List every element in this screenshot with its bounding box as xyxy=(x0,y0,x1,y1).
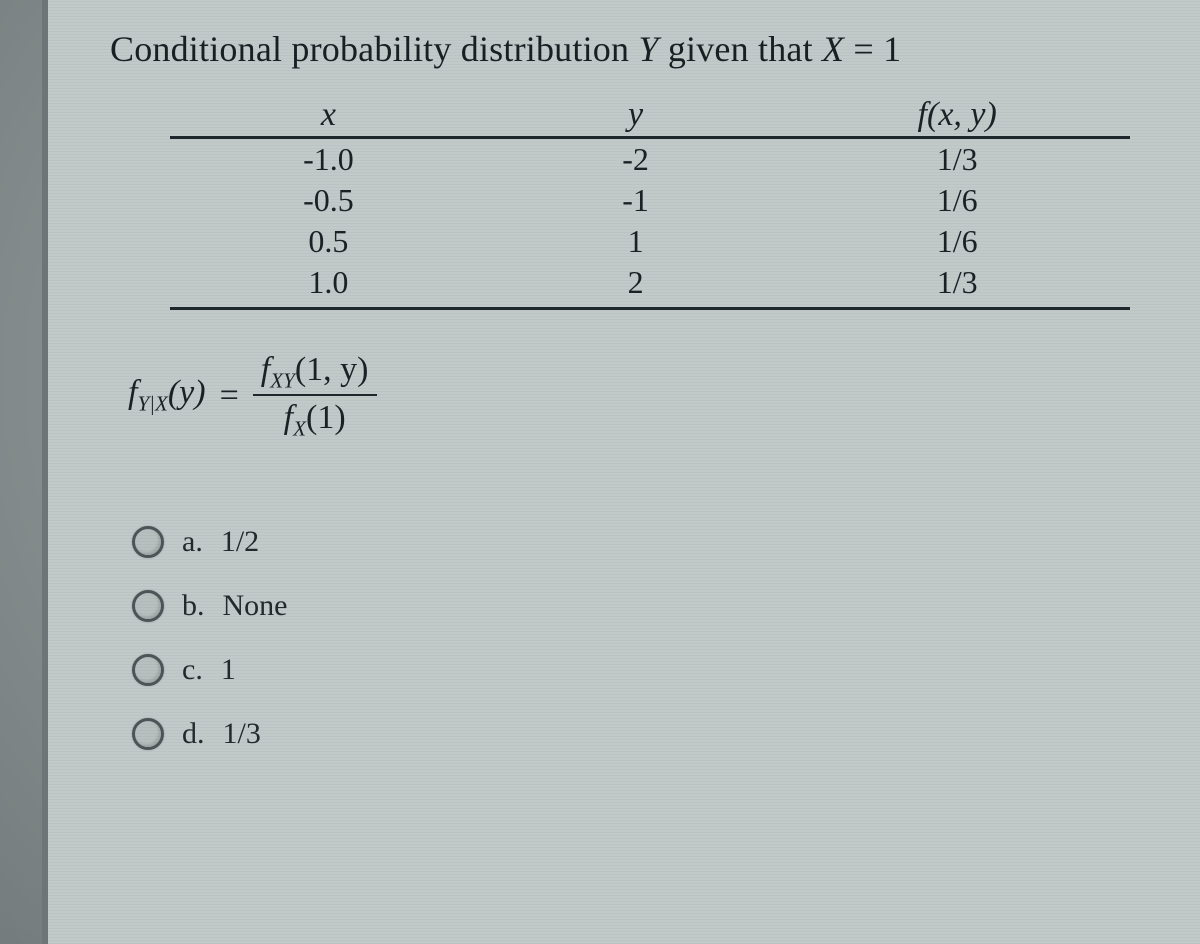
cell-x: -0.5 xyxy=(170,180,487,221)
option-d[interactable]: d. 1/3 xyxy=(132,717,1150,751)
title-eq: = 1 xyxy=(844,29,901,69)
formula-lhs: fY|X(y) xyxy=(128,374,206,416)
question-title: Conditional probability distribution Y g… xyxy=(110,28,1150,70)
table-row: 1.0 2 1/3 xyxy=(170,262,1130,309)
option-text: 1 xyxy=(221,653,236,687)
question-card: Conditional probability distribution Y g… xyxy=(42,0,1200,944)
title-var-x: X xyxy=(822,29,844,69)
radio-icon xyxy=(132,590,164,622)
den-sub: X xyxy=(293,416,306,440)
col-header-fxy: f(x, y) xyxy=(784,96,1130,138)
table-row: 0.5 1 1/6 xyxy=(170,221,1130,262)
option-letter: d. xyxy=(182,717,205,751)
cell-y: 2 xyxy=(487,262,785,309)
num-sub: XY xyxy=(270,368,295,392)
formula-lhs-sub: Y|X xyxy=(137,392,167,416)
title-var-y: Y xyxy=(638,29,658,69)
radio-icon xyxy=(132,526,164,558)
den-f: f xyxy=(284,399,293,436)
cell-y: 1 xyxy=(487,221,785,262)
table-row: -1.0 -2 1/3 xyxy=(170,138,1130,181)
formula-equals: = xyxy=(220,377,239,415)
col-header-x: x xyxy=(170,96,487,138)
option-b[interactable]: b. None xyxy=(132,589,1150,623)
formula-fraction: fXY(1, y) fX(1) xyxy=(253,352,377,439)
cell-x: -1.0 xyxy=(170,138,487,181)
num-f: f xyxy=(261,351,270,388)
formula-lhs-arg: (y) xyxy=(168,374,206,411)
title-text-2: given that xyxy=(659,29,822,69)
option-a[interactable]: a. 1/2 xyxy=(132,525,1150,559)
col-header-y: y xyxy=(487,96,785,138)
option-letter: b. xyxy=(182,589,205,623)
option-text: None xyxy=(223,589,288,623)
option-letter: c. xyxy=(182,653,203,687)
answer-options: a. 1/2 b. None c. 1 d. 1/3 xyxy=(132,525,1150,751)
cell-f: 1/3 xyxy=(784,262,1130,309)
table-header-row: x y f(x, y) xyxy=(170,96,1130,138)
option-letter: a. xyxy=(182,525,203,559)
cell-f: 1/6 xyxy=(784,221,1130,262)
formula-denominator: fX(1) xyxy=(284,396,346,440)
distribution-table: x y f(x, y) -1.0 -2 1/3 -0.5 -1 1/6 0.5 … xyxy=(170,96,1130,310)
formula: fY|X(y) = fXY(1, y) fX(1) xyxy=(128,352,1150,439)
cell-f: 1/6 xyxy=(784,180,1130,221)
num-arg: (1, y) xyxy=(295,351,369,388)
den-arg: (1) xyxy=(306,399,346,436)
radio-icon xyxy=(132,718,164,750)
cell-x: 1.0 xyxy=(170,262,487,309)
cell-y: -2 xyxy=(487,138,785,181)
table-row: -0.5 -1 1/6 xyxy=(170,180,1130,221)
formula-numerator: fXY(1, y) xyxy=(253,352,377,396)
option-text: 1/3 xyxy=(223,717,261,751)
cell-f: 1/3 xyxy=(784,138,1130,181)
cell-y: -1 xyxy=(487,180,785,221)
radio-icon xyxy=(132,654,164,686)
option-text: 1/2 xyxy=(221,525,259,559)
cell-x: 0.5 xyxy=(170,221,487,262)
option-c[interactable]: c. 1 xyxy=(132,653,1150,687)
title-text-1: Conditional probability distribution xyxy=(110,29,638,69)
